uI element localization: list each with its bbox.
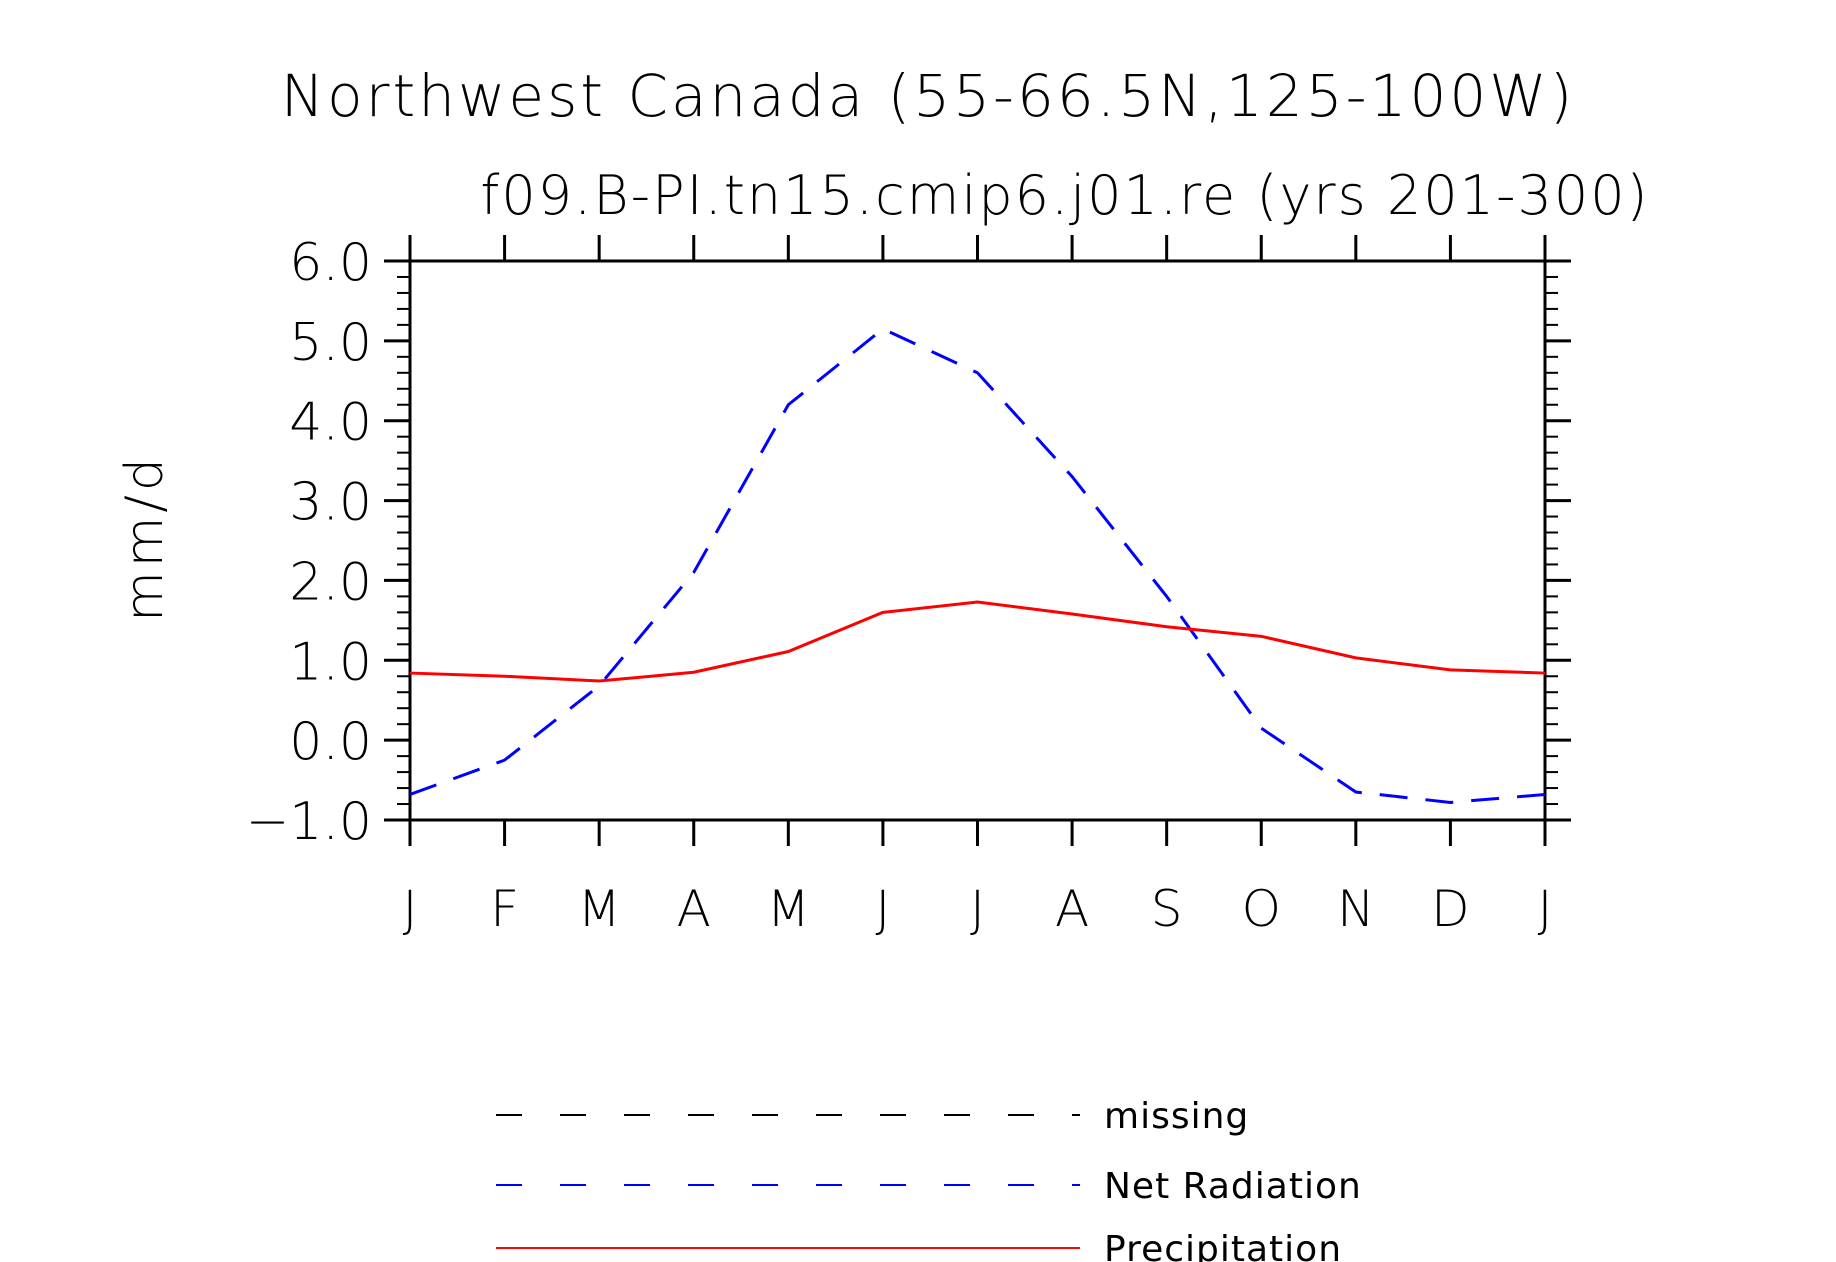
y-tick-label: 3.0 xyxy=(289,473,372,533)
x-tick-label: A xyxy=(677,880,711,938)
series-layer xyxy=(409,327,1546,804)
legend: missing Net Radiation Precipitation xyxy=(496,1096,1362,1262)
series-line-net-radiation xyxy=(409,327,1546,804)
series-line-precipitation xyxy=(409,600,1546,683)
chart-title: Northwest Canada (55-66.5N,125-100W) xyxy=(281,62,1576,130)
x-tick-label: M xyxy=(578,880,621,938)
y-tick-label: 4.0 xyxy=(289,393,372,453)
x-tick-label: D xyxy=(1431,880,1470,938)
y-tick-label: 1.0 xyxy=(289,632,372,692)
x-tick-label: A xyxy=(1055,880,1089,938)
x-tick-label: S xyxy=(1151,880,1183,938)
y-axis-label: mm/d xyxy=(115,454,175,622)
legend-label: missing xyxy=(1104,1096,1249,1137)
chart-subtitle: f09.B-PI.tn15.cmip6.j01.re (yrs 201-300) xyxy=(480,164,1649,227)
y-tick-label: 6.0 xyxy=(289,233,372,293)
x-tick-label: M xyxy=(767,880,810,938)
y-tick-label: −1.0 xyxy=(246,792,372,852)
x-tick-label: J xyxy=(970,880,985,938)
x-tick-label: N xyxy=(1337,880,1374,938)
y-tick-label: 5.0 xyxy=(289,313,372,373)
x-tick-label: J xyxy=(1538,880,1553,938)
legend-label: Net Radiation xyxy=(1104,1166,1362,1207)
legend-label: Precipitation xyxy=(1104,1229,1342,1262)
x-tick-label: J xyxy=(876,880,891,938)
y-tick-label: 0.0 xyxy=(289,712,372,772)
axes: J F M A M J J A S O N D J6.05.04.03.02.01.00.0−1.0 xyxy=(246,233,1571,938)
x-tick-label: J xyxy=(403,880,418,938)
plot-frame xyxy=(408,259,1547,822)
x-tick-label: F xyxy=(490,880,519,938)
x-tick-label: O xyxy=(1242,880,1281,938)
y-tick-label: 2.0 xyxy=(289,552,372,612)
